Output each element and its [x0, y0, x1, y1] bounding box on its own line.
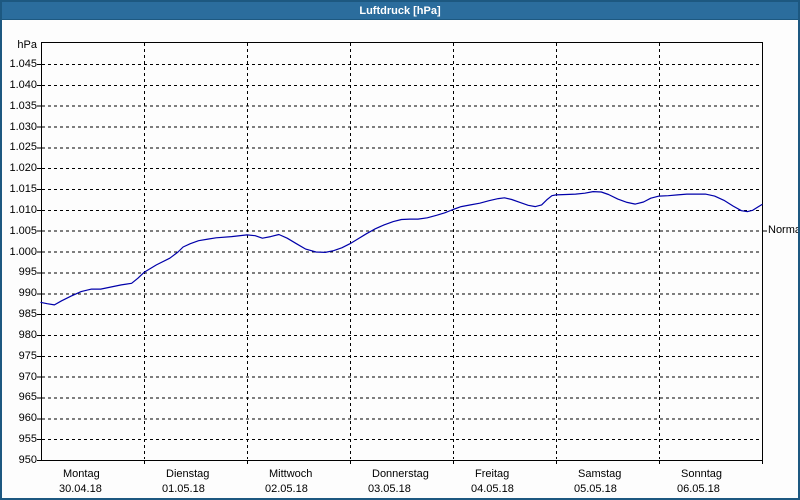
y-axis-tick-label: 960	[18, 412, 37, 425]
x-axis-day-label: Montag	[63, 468, 100, 480]
y-axis-tick-label: 1.045	[9, 58, 37, 70]
window-titlebar: Luftdruck [hPa]	[2, 2, 798, 20]
y-axis-tick-label: 990	[18, 287, 37, 300]
y-axis-tick-label: 1.035	[9, 99, 37, 112]
x-axis-date-label: 30.04.18	[59, 483, 102, 495]
x-axis-day-label: Dienstag	[166, 468, 210, 480]
x-axis-day-label: Freitag	[475, 468, 510, 480]
x-axis-day-label: Samstag	[578, 468, 622, 480]
x-axis-date-label: 02.05.18	[265, 483, 308, 495]
normal-pressure-label: Normal	[768, 223, 800, 236]
y-axis-tick-label: 1.030	[9, 120, 37, 133]
y-axis-tick-label: 1.000	[9, 245, 37, 258]
y-axis-tick-label: 950	[18, 454, 37, 466]
plot-frame	[41, 42, 763, 461]
y-axis-tick-label: 985	[18, 308, 37, 321]
y-axis-tick-label: 980	[18, 328, 37, 341]
y-axis-tick-label: 975	[18, 349, 37, 362]
y-axis-tick-label: 1.010	[9, 203, 37, 216]
y-axis-tick-label: 1.020	[9, 162, 37, 175]
x-axis-date-label: 01.05.18	[162, 483, 205, 495]
x-axis-date-label: 05.05.18	[574, 483, 617, 495]
x-axis-date-label: 06.05.18	[677, 483, 720, 495]
y-axis-tick-label: 965	[18, 391, 37, 404]
x-axis-day-label: Sonntag	[681, 468, 722, 480]
pressure-line	[40, 191, 763, 306]
y-axis-tick-label: 995	[18, 266, 37, 279]
y-axis-tick-label: 1.025	[9, 141, 37, 154]
x-axis-date-label: 04.05.18	[471, 483, 514, 495]
y-axis-tick-label: 1.040	[9, 78, 37, 91]
y-axis-unit-label: hPa	[17, 39, 37, 51]
x-axis-date-label: 03.05.18	[368, 483, 411, 495]
window-title: Luftdruck [hPa]	[359, 4, 441, 17]
y-axis-tick-label: 1.015	[9, 183, 37, 196]
y-axis-tick-label: 1.005	[9, 224, 37, 237]
x-axis-day-label: Mittwoch	[269, 468, 313, 480]
y-axis-tick-label: 955	[18, 433, 37, 446]
y-axis-tick-label: 970	[18, 370, 37, 383]
x-axis-day-label: Donnerstag	[372, 468, 429, 480]
